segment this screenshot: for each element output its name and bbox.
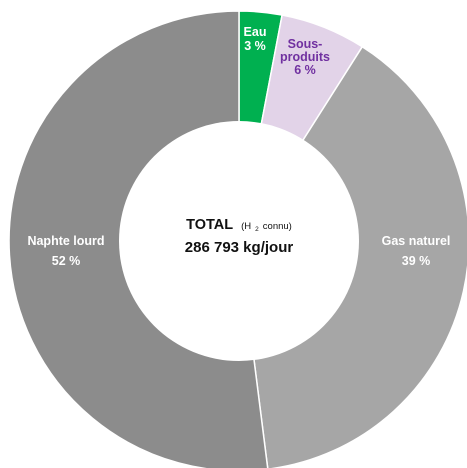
center-label: TOTAL (H 2 connu) 286 793 kg/jour bbox=[185, 216, 294, 256]
slice-name-text: Sous- bbox=[288, 37, 323, 51]
slice-name-text: Naphte lourd bbox=[27, 234, 104, 248]
slice-name-text: Gas naturel bbox=[382, 234, 451, 248]
donut-hole bbox=[119, 121, 359, 361]
center-note-prefix: (H bbox=[241, 221, 251, 232]
slice-labels: Eau 3 % Sous-produits 6 % Gas naturel 39 % Nap… bbox=[27, 25, 450, 268]
slice-value-text: 3 % bbox=[244, 39, 266, 53]
slice-label-sous-produits: Sous-produits 6 % bbox=[280, 37, 330, 77]
slice-label-eau: Eau 3 % bbox=[244, 25, 267, 53]
center-title-line: TOTAL (H 2 connu) bbox=[186, 216, 292, 235]
center-note-suffix: connu) bbox=[263, 221, 292, 232]
slice-value-text: 39 % bbox=[402, 254, 431, 268]
slice-value-text: 6 % bbox=[294, 63, 316, 77]
slice-name-text: produits bbox=[280, 50, 330, 64]
slice-label-gas-naturel: Gas naturel 39 % bbox=[382, 234, 451, 268]
center-title: TOTAL bbox=[186, 217, 233, 233]
center-total-value: 286 793 kg/jour bbox=[185, 239, 294, 256]
slice-name-text: Eau bbox=[244, 25, 267, 39]
slice-label-naphte-lourd: Naphte lourd 52 % bbox=[27, 234, 104, 268]
center-note-sub: 2 bbox=[255, 226, 259, 233]
slice-value-text: 52 % bbox=[52, 254, 81, 268]
